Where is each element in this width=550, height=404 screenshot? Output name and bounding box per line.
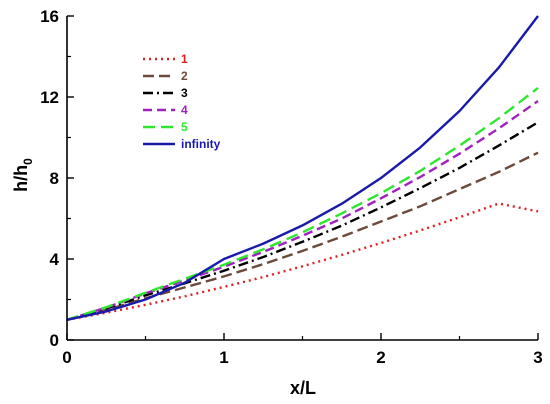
y-tick-label: 8 <box>50 169 59 188</box>
x-tick-label: 1 <box>219 348 228 367</box>
series-lines <box>66 15 539 321</box>
y-tick-label: 12 <box>40 88 59 107</box>
legend: 1 2 3 4 5 infinity <box>143 52 221 151</box>
series-line-5 <box>66 86 539 321</box>
x-axis-label: x/L <box>290 378 316 398</box>
x-tick-label: 3 <box>533 348 542 367</box>
axes <box>66 16 538 341</box>
y-tick-label: 16 <box>40 7 59 26</box>
series-line-3 <box>66 121 539 321</box>
legend-label-1: 1 <box>181 52 188 66</box>
series-line-infinity <box>66 15 539 321</box>
series-line-4 <box>66 100 539 321</box>
legend-label-4: 4 <box>181 103 188 117</box>
legend-label-infinity: infinity <box>181 137 221 151</box>
y-tick-label: 0 <box>50 331 59 350</box>
legend-label-5: 5 <box>181 120 188 134</box>
y-axis-label: h/h0 <box>11 158 35 192</box>
y-tick-label: 4 <box>50 250 60 269</box>
legend-label-2: 2 <box>181 69 188 83</box>
y-axis-label-sub: 0 <box>21 158 35 165</box>
x-tick-label: 2 <box>376 348 385 367</box>
y-axis-label-main: h/h <box>11 165 31 192</box>
legend-label-3: 3 <box>181 86 188 100</box>
x-tick-label: 0 <box>62 348 71 367</box>
series-line-1 <box>66 202 539 321</box>
